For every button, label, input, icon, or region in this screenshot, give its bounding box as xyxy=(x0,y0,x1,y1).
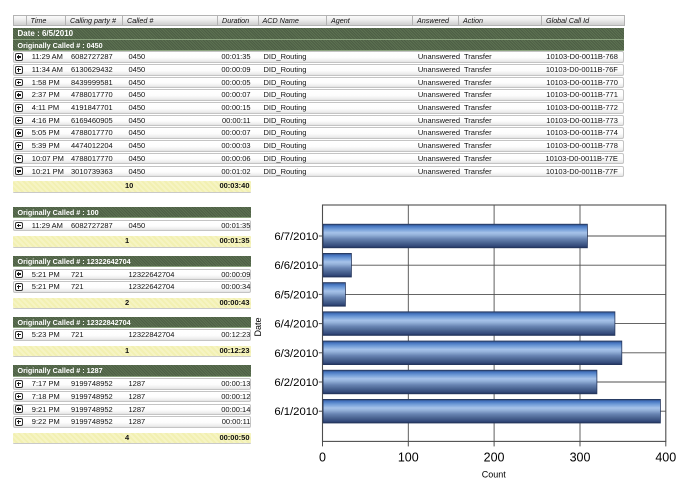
svg-text:Date: Date xyxy=(253,317,263,336)
svg-text:100: 100 xyxy=(398,451,419,465)
svg-text:400: 400 xyxy=(655,451,676,465)
svg-text:200: 200 xyxy=(484,451,505,465)
svg-text:6/3/2010: 6/3/2010 xyxy=(274,348,318,360)
svg-text:6/4/2010: 6/4/2010 xyxy=(274,319,318,331)
svg-text:300: 300 xyxy=(570,451,591,465)
svg-text:6/5/2010: 6/5/2010 xyxy=(274,289,318,301)
svg-text:6/1/2010: 6/1/2010 xyxy=(274,406,318,418)
svg-text:6/7/2010: 6/7/2010 xyxy=(274,231,318,243)
svg-text:0: 0 xyxy=(319,451,326,465)
svg-text:6/6/2010: 6/6/2010 xyxy=(274,260,318,272)
svg-text:Count: Count xyxy=(482,470,507,480)
svg-text:6/2/2010: 6/2/2010 xyxy=(274,377,318,389)
